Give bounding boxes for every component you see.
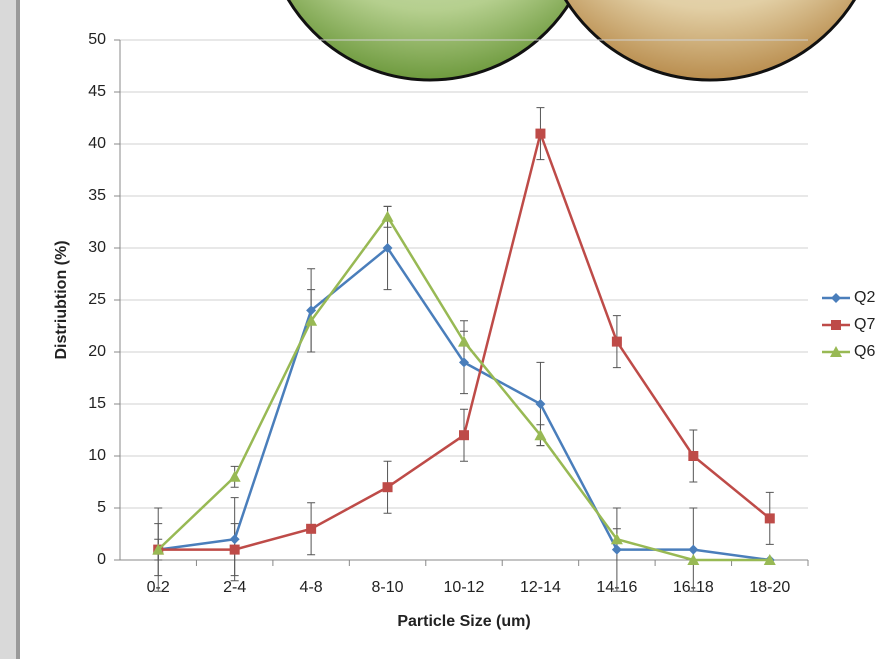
x-tick-label: 2-4 <box>223 579 246 596</box>
data-point <box>612 337 622 347</box>
left-border <box>0 0 16 659</box>
legend-marker <box>831 320 841 330</box>
y-tick-label: 5 <box>97 499 106 516</box>
page: Distriubtion (%) Particle Size (um) 0 5 10… <box>0 0 894 659</box>
y-tick-label: 50 <box>88 31 106 48</box>
x-tick-label: 12-14 <box>520 579 561 596</box>
data-point <box>230 545 240 555</box>
data-point <box>306 524 316 534</box>
y-tick-label: 10 <box>88 447 106 464</box>
x-tick-label: 18-20 <box>749 579 790 596</box>
y-tick-label: 45 <box>88 83 106 100</box>
x-tick-label: 10-12 <box>444 579 485 596</box>
data-point <box>535 129 545 139</box>
legend-label: Q2 <box>854 289 875 306</box>
data-point <box>688 451 698 461</box>
y-axis-label: Distriubtion (%) <box>53 240 70 359</box>
y-tick-label: 35 <box>88 187 106 204</box>
y-tick-label: 15 <box>88 395 106 412</box>
data-point <box>459 430 469 440</box>
left-border-edge <box>16 0 20 659</box>
y-tick-label: 20 <box>88 343 106 360</box>
y-tick-label: 0 <box>97 551 106 568</box>
y-tick-label: 40 <box>88 135 106 152</box>
x-tick-label: 4-8 <box>300 579 323 596</box>
data-point <box>765 513 775 523</box>
chart: Distriubtion (%) Particle Size (um) 0 5 10… <box>0 0 894 659</box>
legend-label: Q7 <box>854 316 875 333</box>
x-axis-label: Particle Size (um) <box>397 613 530 630</box>
y-tick-label: 30 <box>88 239 106 256</box>
x-tick-label: 8-10 <box>372 579 404 596</box>
data-point <box>383 482 393 492</box>
y-tick-label: 25 <box>88 291 106 308</box>
legend-label: Q6 <box>854 343 875 360</box>
